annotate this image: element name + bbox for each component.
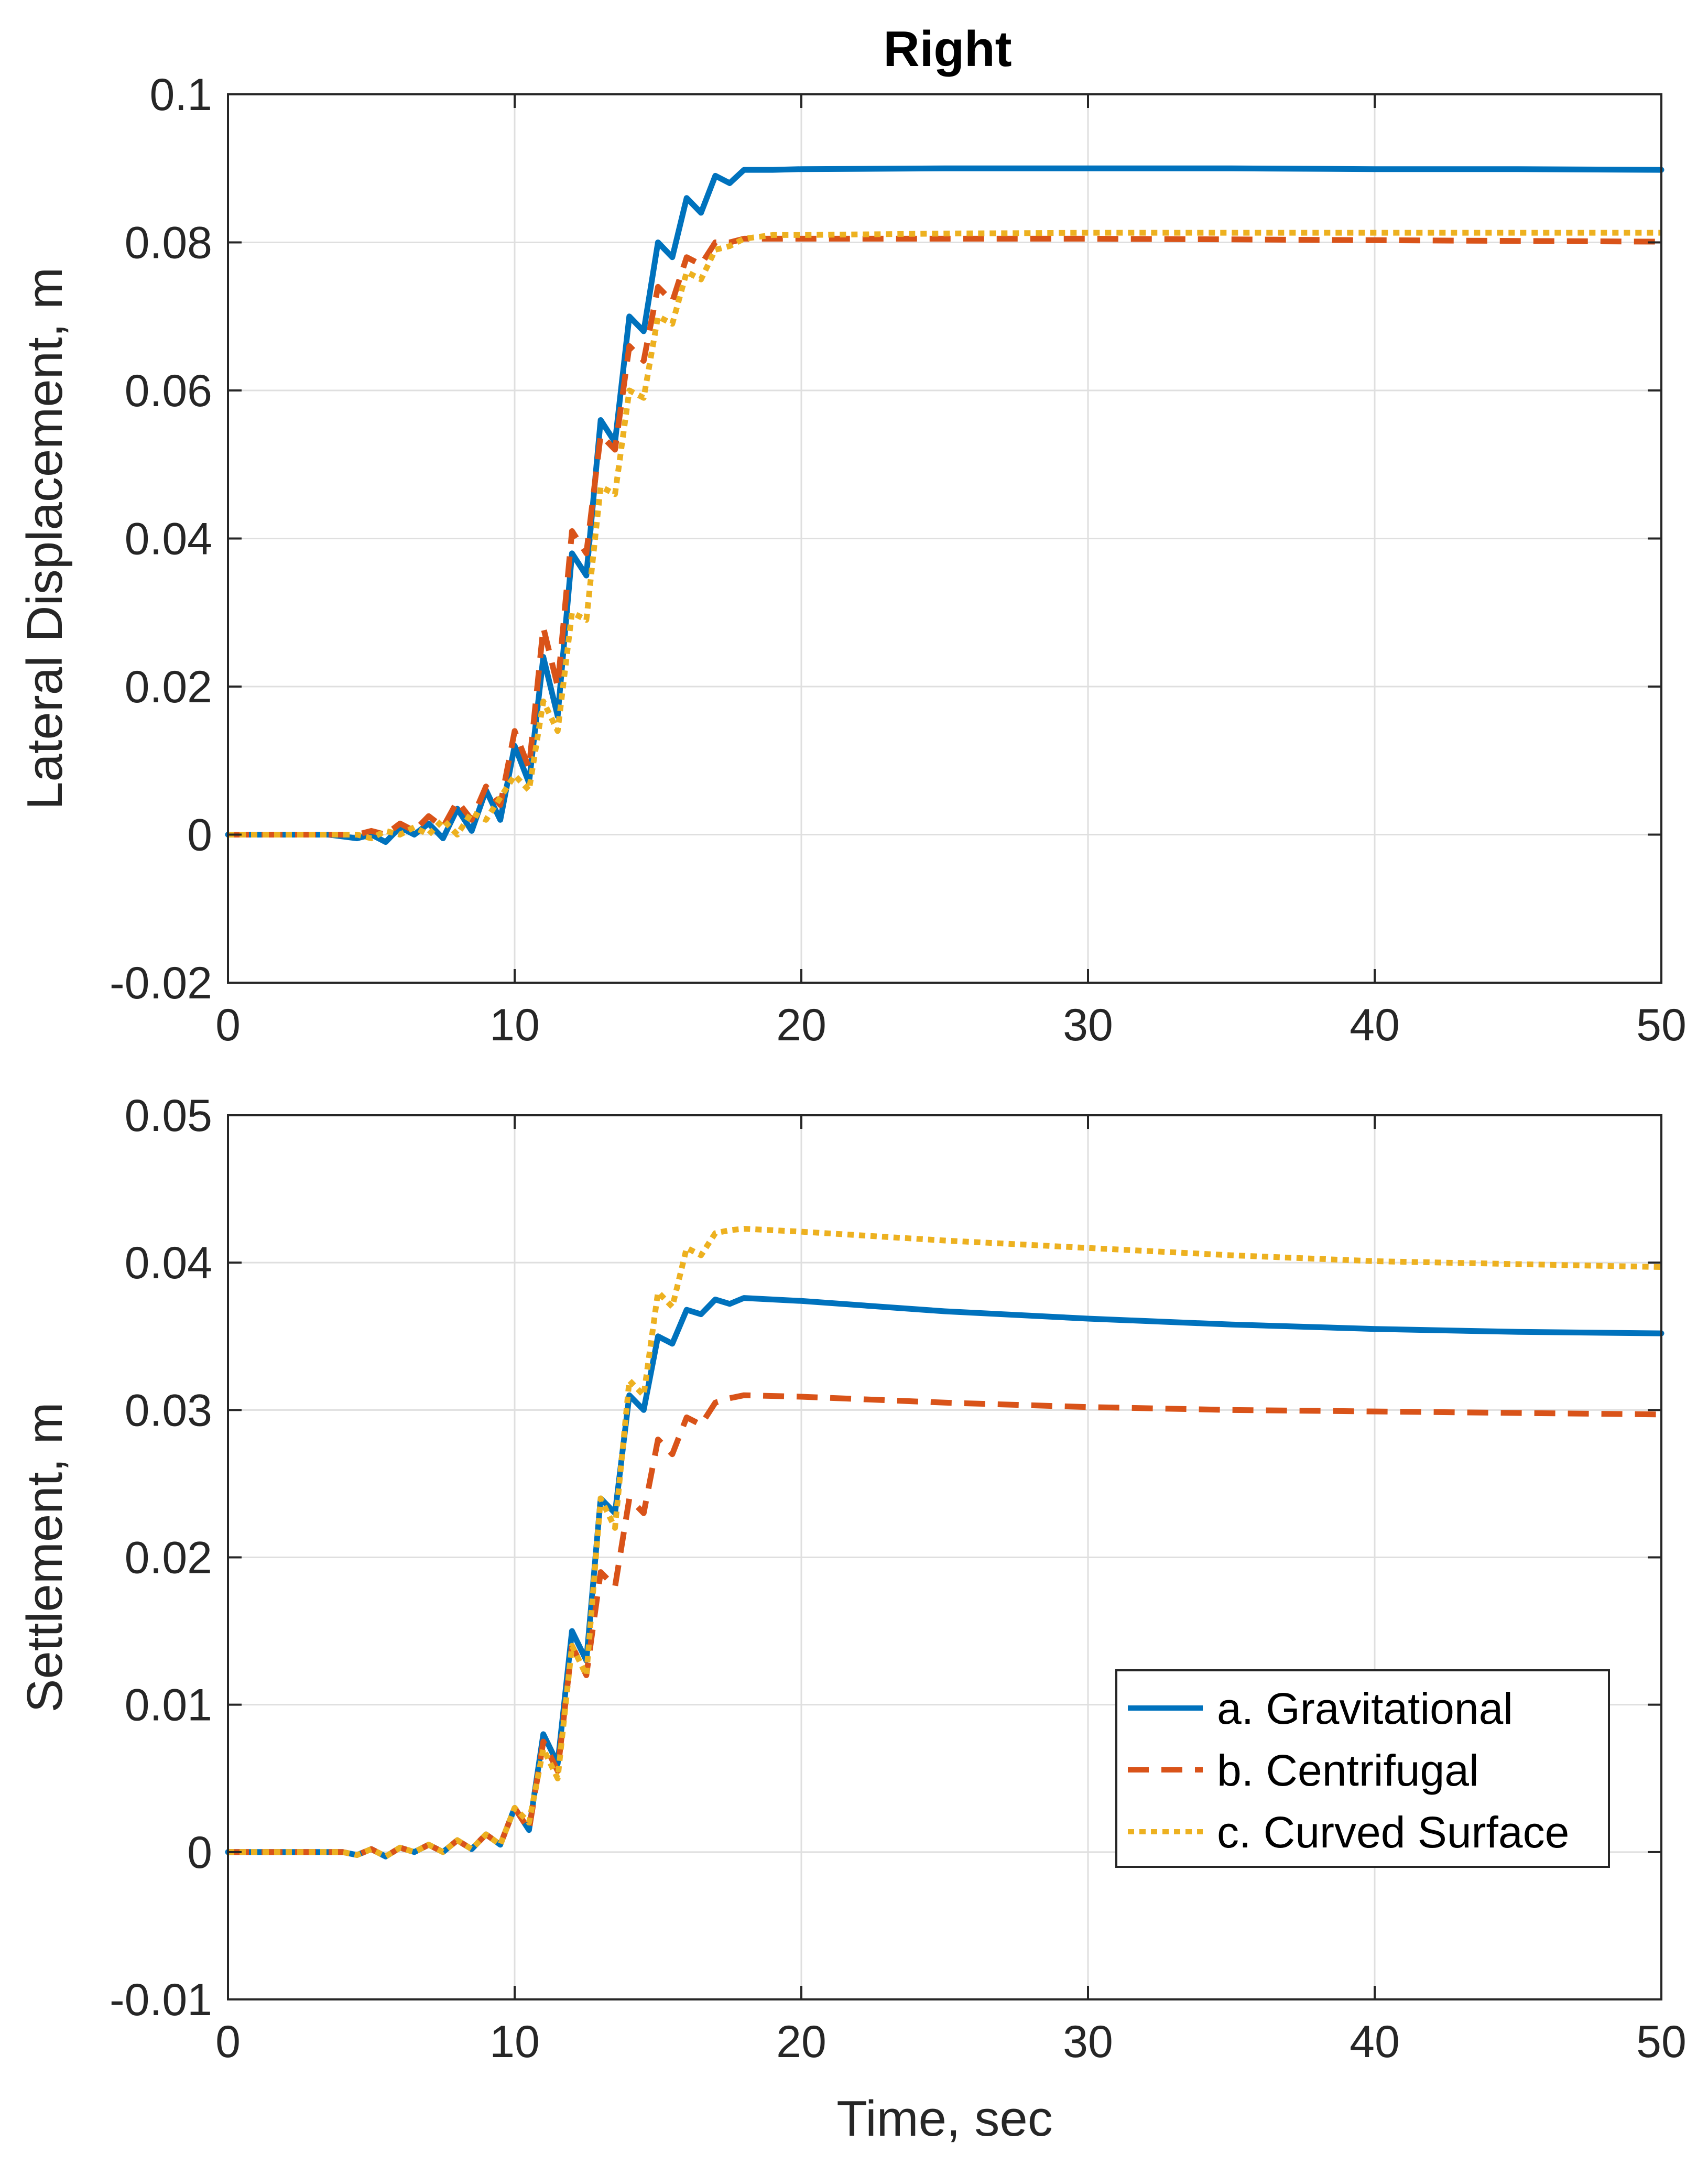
legend-entry-centrifugal: b. Centrifugal: [1128, 1746, 1479, 1795]
lateral-ytick-label-0: -0.02: [110, 958, 212, 1008]
lateral-xtick-label-4: 40: [1350, 1000, 1400, 1050]
lateral-ytick-label-3: 0.04: [125, 514, 212, 564]
settlement-ytick-label-1: 0: [187, 1828, 212, 1878]
legend: a. Gravitational b. Centrifugal c. Curve…: [1115, 1669, 1610, 1868]
lateral-ytick-label-5: 0.08: [125, 218, 212, 268]
lateral-series-centrifugal: [228, 235, 1662, 838]
settlement-xtick-label-5: 50: [1636, 2017, 1687, 2067]
lateral-xtick-label-3: 30: [1063, 1000, 1113, 1050]
lateral-series-curved-surface: [228, 230, 1661, 842]
lateral-ytick-label-2: 0.02: [125, 662, 212, 712]
legend-entry-curved-surface: c. Curved Surface: [1128, 1808, 1569, 1857]
legend-label-centrifugal: b. Centrifugal: [1217, 1746, 1479, 1795]
lateral-displacement-panel: 0 10 20 30 40 50-0.0200.020.040.060.080.1Late…: [17, 70, 1687, 1050]
lateral-ytick-label-4: 0.06: [125, 366, 212, 416]
lateral-xtick-label-0: 0: [215, 1000, 241, 1050]
settlement-series-centrifugal: [228, 1392, 1662, 1859]
lateral-series-gravitational: [225, 165, 1665, 845]
settlement-ylabel: Settlement, m: [17, 1402, 73, 1712]
lateral-ytick-label-6: 0.1: [149, 70, 212, 120]
settlement-ytick-label-6: 0.05: [125, 1091, 212, 1141]
settlement-ytick-label-4: 0.03: [125, 1385, 212, 1436]
settlement-xtick-label-3: 30: [1063, 2017, 1113, 2067]
settlement-xtick-label-1: 10: [489, 2017, 540, 2067]
settlement-xtick-label-4: 40: [1350, 2017, 1400, 2067]
lateral-ylabel: Lateral Displacement, m: [17, 267, 73, 810]
settlement-ytick-label-2: 0.01: [125, 1680, 212, 1731]
legend-entry-gravitational: a. Gravitational: [1128, 1684, 1513, 1733]
settlement-ytick-label-5: 0.04: [125, 1238, 212, 1288]
settlement-xtick-label-2: 20: [776, 2017, 826, 2067]
lateral-ytick-label-1: 0: [187, 810, 212, 861]
settlement-ytick-label-0: -0.01: [110, 1975, 212, 2025]
legend-label-curved-surface: c. Curved Surface: [1217, 1808, 1569, 1857]
lateral-xtick-label-5: 50: [1636, 1000, 1687, 1050]
lateral-xtick-label-1: 10: [489, 1000, 540, 1050]
settlement-ytick-label-3: 0.02: [125, 1533, 212, 1583]
lateral-xtick-label-2: 20: [776, 1000, 826, 1050]
settlement-xlabel: Time, sec: [836, 2091, 1053, 2147]
figure-title: Right: [883, 21, 1011, 77]
legend-label-gravitational: a. Gravitational: [1217, 1684, 1513, 1733]
settlement-xtick-label-0: 0: [215, 2017, 241, 2067]
